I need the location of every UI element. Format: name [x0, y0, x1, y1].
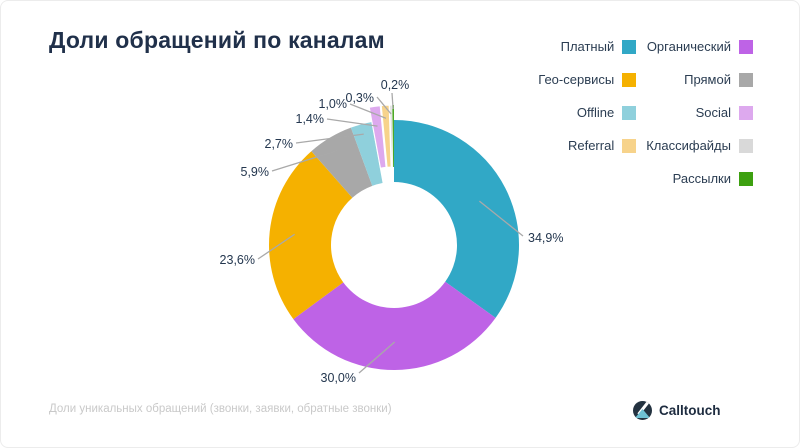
pie-slice — [269, 151, 353, 320]
label-leader-line — [478, 200, 524, 237]
pie-slice — [392, 105, 394, 168]
legend-color-swatch — [739, 72, 753, 87]
slice-percent-label: 1,4% — [296, 112, 325, 126]
chart-legend: Платный Гео-сервисы Offline Referral Органич… — [538, 30, 753, 195]
label-leader-line — [358, 341, 396, 374]
pie-slice — [293, 281, 496, 371]
slice-percent-label: 30,0% — [321, 371, 356, 385]
slice-percent-label: 0,3% — [346, 91, 375, 105]
legend-color-swatch — [622, 138, 637, 153]
label-leader-line — [271, 149, 338, 172]
legend-item-label: Гео-сервисы — [538, 72, 615, 87]
slice-percent-label: 1,0% — [319, 97, 348, 111]
legend-item: Offline — [538, 96, 637, 129]
legend-item: Рассылки — [646, 162, 753, 195]
pie-slice — [350, 122, 383, 186]
pie-slice — [394, 120, 520, 318]
legend-item-label: Прямой — [684, 72, 731, 87]
legend-color-swatch — [739, 39, 753, 54]
label-leader-line — [257, 233, 295, 260]
legend-item-label: Referral — [567, 138, 615, 153]
label-leader-line — [326, 118, 378, 127]
legend-item: Органический — [646, 30, 753, 63]
legend-color-swatch — [739, 171, 753, 186]
slice-percent-label: 5,9% — [241, 165, 270, 179]
label-leader-line — [391, 92, 394, 110]
legend-item-label: Рассылки — [672, 171, 731, 186]
legend-color-swatch — [739, 105, 753, 120]
legend-color-swatch — [739, 138, 753, 153]
slice-percent-label: 2,7% — [265, 137, 294, 151]
legend-item-label: Social — [695, 105, 731, 120]
legend-color-swatch — [622, 39, 637, 54]
legend-item: Платный — [538, 30, 637, 63]
legend-item-label: Классифайды — [646, 138, 731, 153]
pie-slice — [368, 105, 387, 169]
label-leader-line — [349, 103, 387, 119]
legend-color-swatch — [622, 72, 637, 87]
pie-slice — [389, 104, 394, 168]
legend-column: Платный Гео-сервисы Offline Referral — [538, 30, 637, 162]
calltouch-logo-icon — [633, 401, 652, 420]
label-leader-line — [295, 133, 364, 144]
brand-logo: Calltouch — [633, 401, 721, 420]
legend-column: Органический Прямой Social Классифайды Рассы… — [646, 30, 753, 195]
label-leader-line — [376, 96, 392, 115]
legend-item: Гео-сервисы — [538, 63, 637, 96]
legend-item: Прямой — [646, 63, 753, 96]
legend-item-label: Платный — [560, 39, 615, 54]
legend-item-label: Органический — [646, 39, 731, 54]
legend-item: Классифайды — [646, 129, 753, 162]
pie-slice — [311, 127, 373, 198]
legend-item: Referral — [538, 129, 637, 162]
legend-item-label: Offline — [576, 105, 615, 120]
slice-percent-label: 34,9% — [528, 231, 563, 245]
slice-percent-label: 23,6% — [220, 253, 255, 267]
slice-percent-label: 0,2% — [381, 78, 410, 92]
legend-item: Social — [646, 96, 753, 129]
legend-color-swatch — [622, 105, 637, 120]
footnote: Доли уникальных обращений (звонки, заявк… — [49, 403, 392, 415]
brand-name: Calltouch — [659, 403, 721, 418]
page-title: Доли обращений по каналам — [49, 27, 385, 53]
